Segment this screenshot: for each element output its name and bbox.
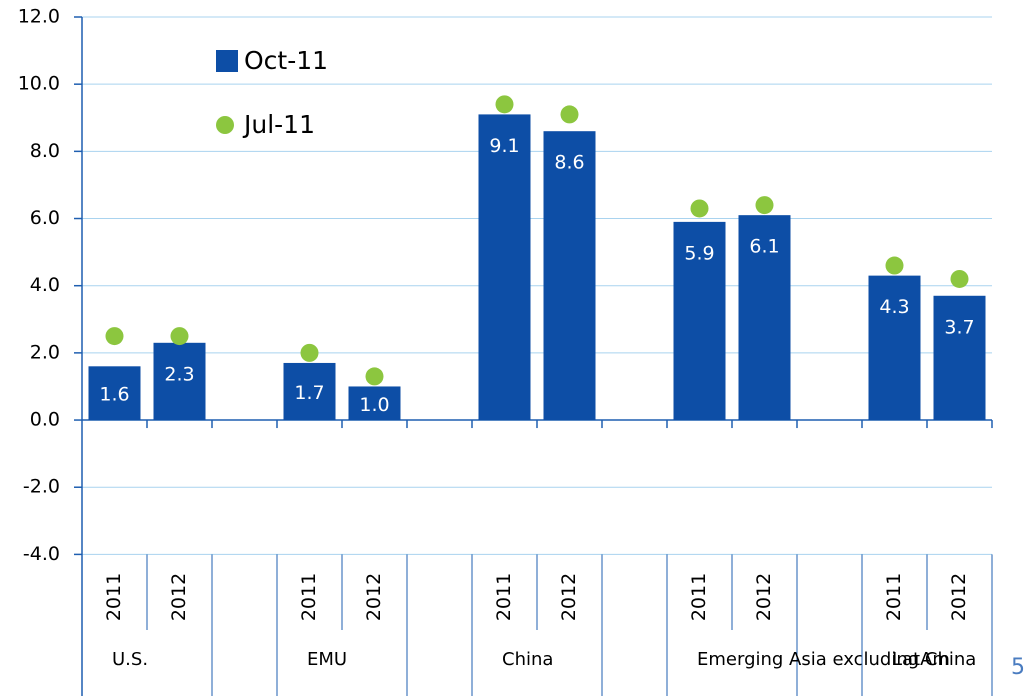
marker xyxy=(495,95,514,114)
bar xyxy=(673,221,726,421)
y-tick-label: 4.0 xyxy=(30,274,60,296)
marker xyxy=(755,196,774,215)
bar xyxy=(738,215,791,421)
bar xyxy=(933,295,986,421)
marker xyxy=(690,199,709,218)
x-tick-label: 2012 xyxy=(168,573,190,621)
marker xyxy=(950,269,969,288)
marker xyxy=(365,367,384,386)
x-tick-label: 2012 xyxy=(558,573,580,621)
group-label: EMU xyxy=(307,649,347,670)
y-tick-label: -4.0 xyxy=(23,543,60,565)
x-tick-label: 2012 xyxy=(948,573,970,621)
marker xyxy=(105,327,124,346)
value-label: 1.7 xyxy=(294,382,324,404)
bar xyxy=(88,366,141,421)
y-tick-label: 2.0 xyxy=(30,341,60,363)
y-tick-label: 10.0 xyxy=(18,73,60,95)
value-label: 4.3 xyxy=(879,296,909,318)
value-label: 3.7 xyxy=(944,316,974,338)
value-label: 1.0 xyxy=(359,394,389,416)
marker xyxy=(170,327,189,346)
marker xyxy=(300,343,319,362)
bar xyxy=(543,131,596,421)
x-tick-label: 2012 xyxy=(753,573,775,621)
y-tick-label: 0.0 xyxy=(30,409,60,431)
legend-swatch xyxy=(216,50,238,72)
legend-swatch xyxy=(216,116,234,134)
value-label: 5.9 xyxy=(684,242,714,264)
page-number: 5 xyxy=(1011,655,1025,680)
bar xyxy=(868,275,921,421)
y-tick-label: 8.0 xyxy=(30,140,60,162)
x-tick-label: 2011 xyxy=(298,573,320,621)
bar xyxy=(348,386,401,421)
value-label: 1.6 xyxy=(99,384,129,406)
legend-label: Jul-11 xyxy=(242,110,315,139)
value-label: 9.1 xyxy=(489,135,519,157)
value-label: 2.3 xyxy=(164,363,194,385)
y-tick-label: 12.0 xyxy=(18,6,60,28)
marker xyxy=(560,105,579,124)
legend-label: Oct-11 xyxy=(244,46,328,75)
bar xyxy=(153,342,206,421)
value-label: 8.6 xyxy=(554,152,584,174)
group-label: U.S. xyxy=(112,649,148,670)
x-tick-label: 2011 xyxy=(103,573,125,621)
value-label: 6.1 xyxy=(749,236,779,258)
marker xyxy=(885,256,904,275)
y-tick-label: 6.0 xyxy=(30,207,60,229)
group-label: Emerging Asia excluding China xyxy=(697,649,976,670)
group-label: LatAm xyxy=(892,649,950,670)
y-tick-label: -2.0 xyxy=(23,476,60,498)
group-label: China xyxy=(502,649,553,670)
x-tick-label: 2011 xyxy=(688,573,710,621)
bar xyxy=(283,362,336,421)
x-tick-label: 2011 xyxy=(883,573,905,621)
x-tick-label: 2011 xyxy=(493,573,515,621)
x-tick-label: 2012 xyxy=(363,573,385,621)
bar xyxy=(478,114,531,421)
